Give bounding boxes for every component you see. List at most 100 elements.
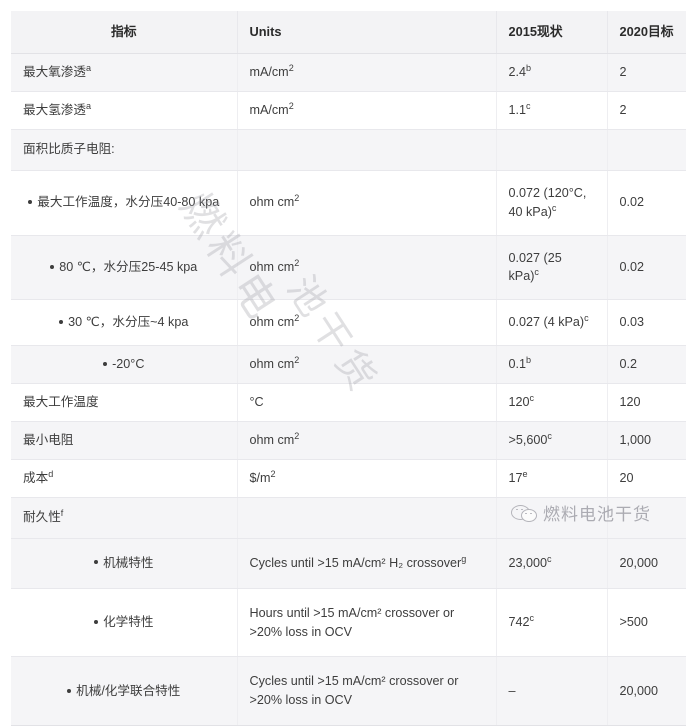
footnote-marker: e xyxy=(522,468,528,479)
footnote-marker: c xyxy=(551,202,557,213)
footnote-marker: g xyxy=(461,553,467,564)
table-row: 化学特性 Hours until >15 mA/cm² crossover or … xyxy=(11,588,686,658)
cell-units: Cycles until >15 mA/cm² crossover or >20… xyxy=(237,656,497,726)
footnote-marker: d xyxy=(48,468,54,479)
cell-status-2015 xyxy=(496,497,608,539)
footnote-marker: 2 xyxy=(294,193,300,204)
cell-target-2020: 0.2 xyxy=(607,345,686,385)
cell-status-2015: 0.027 (25 kPa)c xyxy=(496,235,608,301)
table-row: 面积比质子电阻: xyxy=(11,129,686,171)
footnote-marker: 2 xyxy=(288,62,294,73)
cell-status-2015: 1.1c xyxy=(496,91,608,130)
cell-indicator: -20°C xyxy=(11,345,238,385)
cell-target-2020 xyxy=(607,497,686,539)
table-row: 最大氢渗透a mA/cm2 1.1c 2 xyxy=(11,91,686,130)
table-header: 指标 Units 2015现状 2020目标 xyxy=(11,11,686,54)
cell-indicator: 机械特性 xyxy=(11,538,238,589)
bullet-icon xyxy=(94,560,99,565)
footnote-marker: c xyxy=(534,267,539,278)
cell-status-2015: 23,000c xyxy=(496,538,608,589)
cell-units: ohm cm2 xyxy=(237,345,497,385)
cell-indicator: 面积比质子电阻: xyxy=(11,129,238,171)
cell-indicator: 80 ℃，水分压25-45 kpa xyxy=(11,235,238,301)
cell-status-2015: 120c xyxy=(496,383,608,422)
cell-indicator: 最小电阻 xyxy=(11,421,238,460)
bullet-icon xyxy=(103,361,108,366)
footnote-marker: 2 xyxy=(294,313,300,324)
cell-units: ohm cm2 xyxy=(237,421,497,460)
column-header-units: Units xyxy=(237,11,497,54)
footnote-marker: c xyxy=(529,392,535,403)
bullet-icon xyxy=(59,320,64,324)
cell-target-2020 xyxy=(607,129,686,171)
cell-target-2020: 0.02 xyxy=(607,235,686,301)
cell-indicator: 耐久性f xyxy=(11,497,238,539)
cell-target-2020: 1,000 xyxy=(607,421,686,460)
bullet-icon xyxy=(67,688,72,693)
footnote-marker: a xyxy=(85,100,92,111)
table-page: 指标 Units 2015现状 2020目标 最大氧渗透a mA/cm2 2.4b 2… xyxy=(11,11,686,726)
table-row: 最小电阻 ohm cm2 >5,600c 1,000 xyxy=(11,421,686,460)
cell-units xyxy=(237,497,497,539)
cell-status-2015 xyxy=(496,129,608,171)
cell-units: Hours until >15 mA/cm² crossover or >20%… xyxy=(237,588,497,658)
column-header-indicator: 指标 xyxy=(11,11,238,54)
cell-units: ohm cm2 xyxy=(237,299,497,347)
table-row: 机械/化学联合特性 Cycles until >15 mA/cm² crossov… xyxy=(11,656,686,726)
footnote-marker: c xyxy=(547,553,552,564)
cell-units: ohm cm2 xyxy=(237,235,497,301)
table-row: 最大氧渗透a mA/cm2 2.4b 2 xyxy=(11,53,686,92)
cell-indicator: 化学特性 xyxy=(11,588,238,658)
table-row: 80 ℃，水分压25-45 kpa ohm cm2 0.027 (25 kPa)c 0… xyxy=(11,235,686,301)
table-row: 成本d $/m2 17e 20 xyxy=(11,459,686,498)
column-header-target-2020: 2020目标 xyxy=(607,11,686,54)
cell-target-2020: 0.03 xyxy=(607,299,686,347)
table-row: 最大工作温度，水分压40-80 kpa ohm cm2 0.072 (120°C, … xyxy=(11,170,686,236)
cell-units: ohm cm2 xyxy=(237,170,497,236)
footnote-marker: a xyxy=(85,62,92,73)
footnote-marker: 2 xyxy=(294,355,300,366)
cell-indicator: 30 ℃，水分压~4 kpa xyxy=(11,299,238,347)
cell-status-2015: 742c xyxy=(496,588,608,658)
cell-units: $/m2 xyxy=(237,459,497,498)
cell-status-2015: 0.072 (120°C, 40 kPa)c xyxy=(496,170,608,236)
table-row: 耐久性f xyxy=(11,497,686,539)
cell-indicator: 成本d xyxy=(11,459,238,498)
footnote-marker: c xyxy=(584,313,589,324)
cell-units: Cycles until >15 mA/cm² H₂ crossoverg xyxy=(237,538,497,589)
header-row: 指标 Units 2015现状 2020目标 xyxy=(11,11,686,54)
table-body: 最大氧渗透a mA/cm2 2.4b 2 最大氢渗透a mA/cm2 1.1c 2 面积比质子电… xyxy=(11,53,686,726)
cell-units: mA/cm2 xyxy=(237,91,497,130)
cell-status-2015: 2.4b xyxy=(496,53,608,92)
footnote-marker: b xyxy=(526,62,532,73)
cell-target-2020: >500 xyxy=(607,588,686,658)
membrane-spec-table: 指标 Units 2015现状 2020目标 最大氧渗透a mA/cm2 2.4b 2… xyxy=(11,11,686,726)
cell-indicator: 最大氧渗透a xyxy=(11,53,238,92)
footnote-marker: 2 xyxy=(294,430,300,441)
cell-units: mA/cm2 xyxy=(237,53,497,92)
cell-target-2020: 120 xyxy=(607,383,686,422)
cell-target-2020: 20,000 xyxy=(607,538,686,589)
cell-status-2015: – xyxy=(496,656,608,726)
table-row: -20°C ohm cm2 0.1b 0.2 xyxy=(11,345,686,385)
cell-target-2020: 20,000 xyxy=(607,656,686,726)
cell-status-2015: 0.027 (4 kPa)c xyxy=(496,299,608,347)
cell-indicator: 最大工作温度 xyxy=(11,383,238,422)
cell-indicator: 最大工作温度，水分压40-80 kpa xyxy=(11,170,238,236)
cell-units: °C xyxy=(237,383,497,422)
footnote-marker: 2 xyxy=(270,468,276,479)
cell-target-2020: 2 xyxy=(607,53,686,92)
cell-indicator: 最大氢渗透a xyxy=(11,91,238,130)
bullet-icon xyxy=(28,199,33,204)
cell-target-2020: 0.02 xyxy=(607,170,686,236)
bullet-icon xyxy=(50,264,55,269)
cell-status-2015: >5,600c xyxy=(496,421,608,460)
footnote-marker: f xyxy=(60,508,64,519)
footnote-marker: 2 xyxy=(288,100,294,111)
cell-status-2015: 17e xyxy=(496,459,608,498)
footnote-marker: c xyxy=(547,430,552,441)
footnote-marker: c xyxy=(526,100,531,111)
cell-indicator: 机械/化学联合特性 xyxy=(11,656,238,726)
cell-target-2020: 20 xyxy=(607,459,686,498)
table-row: 最大工作温度 °C 120c 120 xyxy=(11,383,686,422)
